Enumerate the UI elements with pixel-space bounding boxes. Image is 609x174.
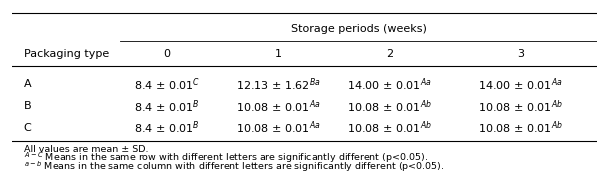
Text: 0: 0 (164, 49, 171, 60)
Text: 10.08 ± 0.01$^{Ab}$: 10.08 ± 0.01$^{Ab}$ (347, 98, 432, 114)
Text: Packaging type: Packaging type (24, 49, 109, 60)
Text: B: B (24, 101, 32, 111)
Text: $^{a-b}$ Means in the same column with different letters are significantly diffe: $^{a-b}$ Means in the same column with d… (24, 160, 445, 174)
Text: 8.4 ± 0.01$^{B}$: 8.4 ± 0.01$^{B}$ (134, 98, 200, 114)
Text: A: A (24, 80, 32, 89)
Text: C: C (24, 123, 32, 133)
Text: All values are mean ± SD.: All values are mean ± SD. (24, 145, 149, 154)
Text: 10.08 ± 0.01$^{Ab}$: 10.08 ± 0.01$^{Ab}$ (478, 120, 563, 136)
Text: 10.08 ± 0.01$^{Aa}$: 10.08 ± 0.01$^{Aa}$ (236, 98, 320, 114)
Text: 1: 1 (275, 49, 282, 60)
Text: 10.08 ± 0.01$^{Aa}$: 10.08 ± 0.01$^{Aa}$ (236, 120, 320, 136)
Text: $^{A-C}$ Means in the same row with different letters are significantly differen: $^{A-C}$ Means in the same row with diff… (24, 151, 428, 165)
Text: 12.13 ± 1.62$^{Ba}$: 12.13 ± 1.62$^{Ba}$ (236, 76, 320, 93)
Text: 14.00 ± 0.01$^{Aa}$: 14.00 ± 0.01$^{Aa}$ (347, 76, 432, 93)
Text: 10.08 ± 0.01$^{Ab}$: 10.08 ± 0.01$^{Ab}$ (478, 98, 563, 114)
Text: 2: 2 (385, 49, 393, 60)
Text: 14.00 ± 0.01$^{Aa}$: 14.00 ± 0.01$^{Aa}$ (479, 76, 563, 93)
Text: 8.4 ± 0.01$^{B}$: 8.4 ± 0.01$^{B}$ (134, 120, 200, 136)
Text: 8.4 ± 0.01$^{C}$: 8.4 ± 0.01$^{C}$ (134, 76, 200, 93)
Text: 3: 3 (517, 49, 524, 60)
Text: Storage periods (weeks): Storage periods (weeks) (290, 24, 426, 34)
Text: 10.08 ± 0.01$^{Ab}$: 10.08 ± 0.01$^{Ab}$ (347, 120, 432, 136)
